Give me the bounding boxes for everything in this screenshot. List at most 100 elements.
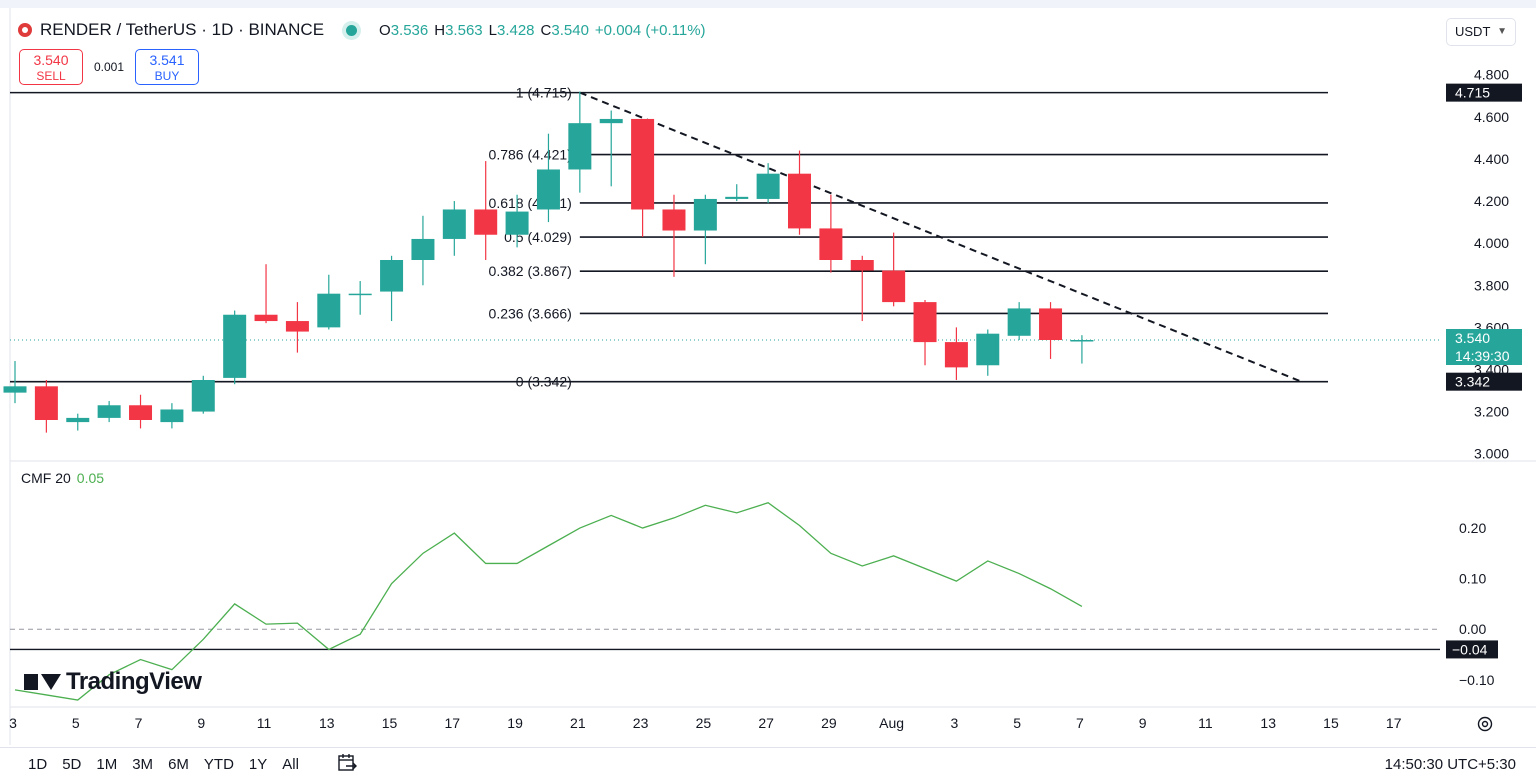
range-buttons: 1D 5D 1M 3M 6M YTD 1Y All: [28, 756, 314, 773]
candle-body[interactable]: [788, 173, 811, 229]
candle-body[interactable]: [505, 211, 529, 235]
currency-select[interactable]: USDT ▼: [1446, 18, 1516, 46]
cmf-line-badge: [1446, 640, 1498, 659]
time-axis-tick: 7: [135, 715, 143, 731]
price-badge-fib-low: [1446, 372, 1522, 391]
ohlc-high: H3.563: [434, 21, 483, 39]
calendar-goto-icon[interactable]: [336, 752, 358, 774]
candle-body[interactable]: [944, 342, 968, 368]
candle-body[interactable]: [442, 209, 466, 239]
fib-level-label: 0 (3.342): [516, 374, 572, 390]
candle-body[interactable]: [254, 314, 278, 322]
candle-body[interactable]: [976, 333, 1000, 366]
price-badge-current-text: 3.540: [1455, 330, 1490, 346]
time-axis-tick: 27: [758, 715, 774, 731]
candle-body[interactable]: [693, 198, 717, 231]
trendline-dashed[interactable]: [579, 91, 1302, 383]
time-axis-tick: 7: [1076, 715, 1084, 731]
time-axis-tick: 23: [633, 715, 649, 731]
candle-body[interactable]: [129, 405, 153, 420]
candle-body[interactable]: [882, 270, 906, 303]
candle-body[interactable]: [850, 260, 874, 271]
trade-panel: 3.540 SELL 0.001 3.541 BUY: [19, 49, 199, 85]
sell-button[interactable]: 3.540 SELL: [19, 49, 83, 85]
time-axis-tick: 17: [445, 715, 461, 731]
candle-body[interactable]: [348, 293, 372, 296]
candle-body[interactable]: [913, 302, 937, 343]
price-axis-tick: 3.200: [1474, 404, 1509, 420]
cmf-axis-tick: 0.10: [1459, 571, 1486, 587]
range-button-1y[interactable]: 1Y: [248, 756, 268, 773]
price-badge-current-time: 14:39:30: [1455, 348, 1510, 364]
candle-body[interactable]: [568, 123, 592, 170]
range-button-all[interactable]: All: [282, 756, 299, 773]
candle-body[interactable]: [411, 238, 435, 260]
time-axis-tick: 13: [319, 715, 335, 731]
fib-level-label: 0.236 (3.666): [489, 305, 572, 321]
candle-body[interactable]: [1007, 308, 1031, 336]
time-axis-tick: 29: [821, 715, 837, 731]
cmf-value: 0.05: [76, 470, 105, 486]
time-axis-tick: 5: [72, 715, 80, 731]
candle-body[interactable]: [66, 417, 90, 423]
candle-body[interactable]: [285, 321, 309, 332]
cmf-indicator-label[interactable]: CMF 20 0.05: [21, 470, 105, 486]
render-logo-icon: [18, 23, 32, 37]
candle-body[interactable]: [34, 386, 58, 420]
candle-body[interactable]: [662, 209, 686, 231]
price-badge-fib-low-text: 3.342: [1455, 374, 1490, 390]
fib-level-label: 1 (4.715): [516, 85, 572, 101]
range-button-1m[interactable]: 1M: [96, 756, 118, 773]
candle-body[interactable]: [631, 118, 655, 210]
candle-body[interactable]: [317, 293, 341, 328]
cmf-axis-tick: −0.10: [1459, 672, 1495, 688]
time-axis-tick: Aug: [879, 715, 904, 731]
range-button-5d[interactable]: 5D: [62, 756, 82, 773]
candle-body[interactable]: [599, 118, 623, 124]
price-axis-tick: 4.800: [1474, 67, 1509, 83]
buy-button[interactable]: 3.541 BUY: [135, 49, 199, 85]
candle-body[interactable]: [3, 386, 27, 393]
candle-body[interactable]: [160, 409, 184, 423]
candle-body[interactable]: [725, 196, 749, 199]
candle-body[interactable]: [380, 260, 404, 292]
utc-clock[interactable]: 14:50:30 UTC+5:30: [1384, 756, 1516, 773]
time-axis-tick: 3: [951, 715, 959, 731]
time-axis-tick: 11: [257, 715, 272, 731]
candle-body[interactable]: [1039, 308, 1063, 340]
time-axis-tick: 17: [1386, 715, 1402, 731]
candle-body[interactable]: [1070, 340, 1094, 342]
range-button-3m[interactable]: 3M: [132, 756, 154, 773]
candle-body[interactable]: [474, 209, 498, 235]
currency-label: USDT: [1455, 24, 1491, 39]
candle-body[interactable]: [223, 314, 247, 378]
cmf-axis-tick: 0.20: [1459, 520, 1486, 536]
time-axis-tick: 19: [507, 715, 523, 731]
candle-body[interactable]: [536, 169, 560, 210]
tradingview-logo-icon: [24, 672, 61, 692]
price-axis-tick: 4.000: [1474, 235, 1509, 251]
candle-body[interactable]: [191, 380, 215, 412]
range-button-6m[interactable]: 6M: [168, 756, 189, 773]
range-button-ytd[interactable]: YTD: [203, 756, 234, 773]
candle-body[interactable]: [819, 228, 843, 260]
price-axis-tick: 4.200: [1474, 193, 1509, 209]
price-badge-fib-high-text: 4.715: [1455, 85, 1490, 101]
chevron-down-icon: ▼: [1497, 26, 1507, 37]
settings-gear-icon[interactable]: [1476, 715, 1494, 733]
time-axis-tick: 11: [1198, 715, 1213, 731]
candle-body[interactable]: [97, 405, 121, 418]
time-axis-tick: 21: [570, 715, 586, 731]
ohlc-low: L3.428: [488, 21, 535, 39]
symbol-title[interactable]: RENDER / TetherUS · 1D · BINANCE: [40, 20, 325, 39]
cmf-line[interactable]: [14, 502, 1083, 701]
price-badge-current: [1446, 329, 1522, 365]
cmf-axis-tick: 0.00: [1459, 621, 1486, 637]
ohlc-open: O3.536: [379, 21, 429, 39]
price-badge-fib-high: [1446, 83, 1522, 102]
range-button-1d[interactable]: 1D: [28, 756, 48, 773]
top-strip: [0, 0, 1536, 8]
bottom-toolbar: 1D 5D 1M 3M 6M YTD 1Y All 14:50:30 UTC+5:30: [0, 747, 1536, 779]
candle-body[interactable]: [756, 173, 780, 199]
